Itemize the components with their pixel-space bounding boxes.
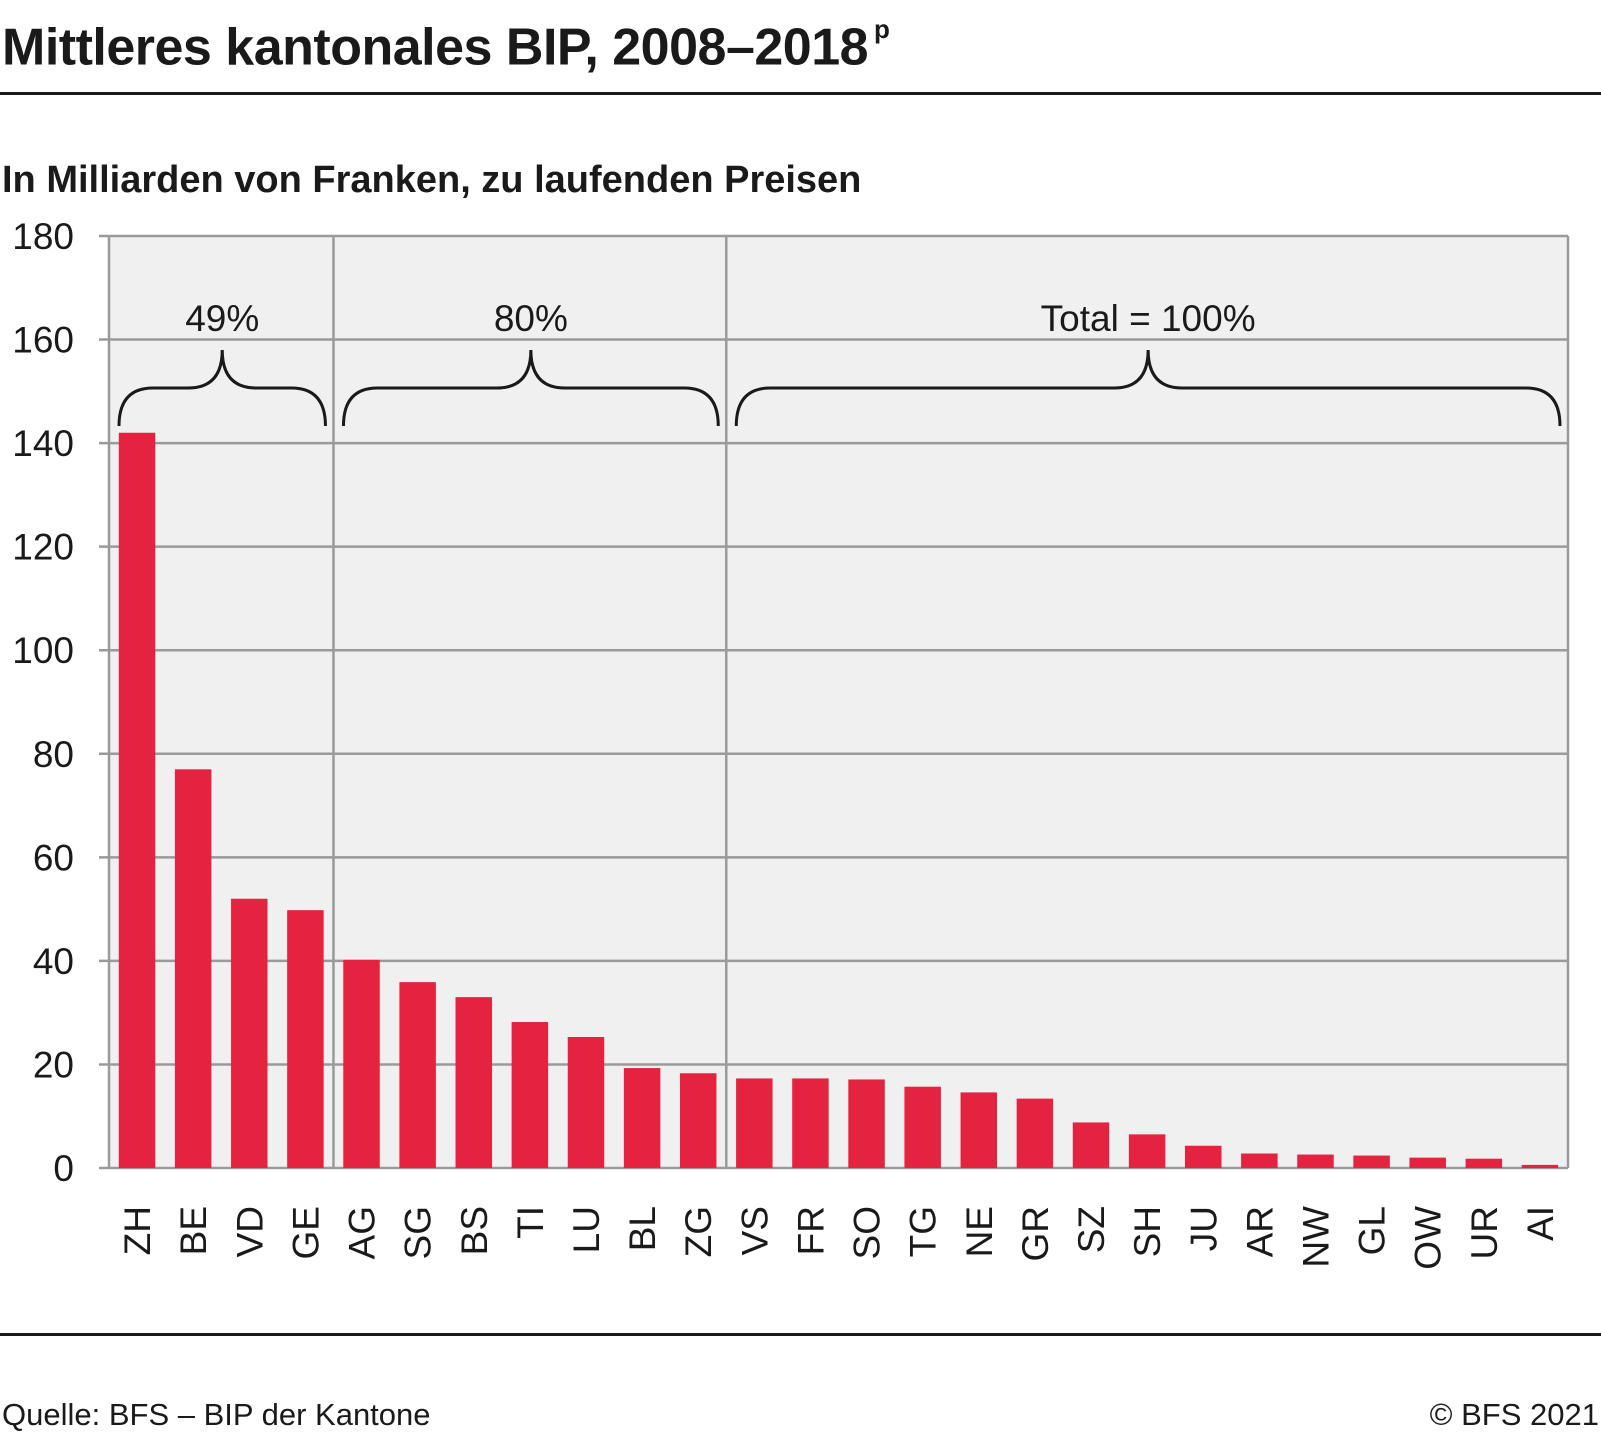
chart-title: Mittleres kantonales BIP, 2008–2018 p bbox=[2, 2, 890, 82]
x-tick-label: NE bbox=[959, 1206, 1000, 1257]
y-tick-label: 80 bbox=[33, 734, 74, 775]
bar-zh bbox=[118, 432, 156, 1168]
x-tick-label: SG bbox=[398, 1206, 439, 1259]
bar-so bbox=[848, 1079, 885, 1168]
x-tick-label: AR bbox=[1239, 1206, 1280, 1257]
bar-be bbox=[174, 769, 212, 1168]
group-share-label: 49% bbox=[185, 298, 259, 339]
y-tick-label: 160 bbox=[12, 320, 74, 361]
chart-title-text: Mittleres kantonales BIP, 2008–2018 bbox=[2, 18, 869, 77]
bar-ju bbox=[1185, 1145, 1222, 1168]
bar-ai bbox=[1521, 1164, 1559, 1168]
x-tick-label: SO bbox=[847, 1206, 888, 1259]
y-tick-label: 0 bbox=[53, 1148, 74, 1189]
bar-sz bbox=[1072, 1122, 1110, 1168]
group-brace bbox=[341, 349, 720, 427]
top-rule bbox=[0, 92, 1601, 95]
group-share-label: 80% bbox=[494, 298, 568, 339]
bar-nw bbox=[1297, 1154, 1334, 1168]
x-tick-label: AI bbox=[1520, 1206, 1561, 1241]
chart-subtitle: In Milliarden von Franken, zu laufenden … bbox=[2, 159, 862, 201]
y-tick-label: 60 bbox=[33, 837, 74, 878]
x-tick-label: VD bbox=[229, 1206, 270, 1257]
x-tick-label: GR bbox=[1015, 1206, 1056, 1262]
bar-ar bbox=[1241, 1153, 1278, 1168]
x-tick-label: UR bbox=[1464, 1206, 1505, 1259]
x-tick-label: AG bbox=[342, 1206, 383, 1259]
x-tick-label: OW bbox=[1408, 1206, 1449, 1270]
bar-ow bbox=[1409, 1157, 1446, 1168]
x-tick-label: SH bbox=[1127, 1206, 1168, 1257]
y-tick-label: 100 bbox=[12, 630, 74, 671]
x-tick-label: ZG bbox=[678, 1206, 719, 1257]
x-tick-label: ZH bbox=[117, 1206, 158, 1255]
bar-ge bbox=[287, 910, 324, 1168]
x-tick-label: SZ bbox=[1071, 1206, 1112, 1253]
x-tick-label: NW bbox=[1295, 1206, 1336, 1268]
bar-fr bbox=[792, 1078, 829, 1168]
y-tick-label: 20 bbox=[33, 1044, 74, 1085]
bar-sg bbox=[399, 982, 436, 1168]
group-brace bbox=[117, 349, 327, 427]
y-tick-label: 180 bbox=[12, 216, 74, 257]
bar-lu bbox=[567, 1037, 605, 1168]
bar-sh bbox=[1128, 1134, 1166, 1168]
bar-ag bbox=[343, 959, 380, 1168]
x-tick-label: BL bbox=[622, 1206, 663, 1251]
bar-vd bbox=[231, 898, 268, 1168]
x-tick-label: VS bbox=[734, 1206, 775, 1255]
bar-gr bbox=[1016, 1098, 1054, 1168]
x-tick-label: GL bbox=[1352, 1206, 1393, 1255]
x-tick-label: GE bbox=[285, 1206, 326, 1259]
y-tick-label: 40 bbox=[33, 941, 74, 982]
x-tick-label: BS bbox=[454, 1206, 495, 1255]
y-tick-label: 120 bbox=[12, 527, 74, 568]
bar-gl bbox=[1353, 1155, 1390, 1168]
bar-ne bbox=[960, 1092, 998, 1168]
bar-vs bbox=[736, 1078, 773, 1168]
x-tick-label: BE bbox=[173, 1206, 214, 1255]
chart-title-superscript: p bbox=[874, 14, 890, 44]
x-tick-label: JU bbox=[1183, 1206, 1224, 1251]
bar-ti bbox=[511, 1021, 549, 1168]
source-note: Quelle: BFS – BIP der Kantone bbox=[2, 1397, 431, 1432]
group-brace bbox=[734, 349, 1562, 427]
y-tick-label: 140 bbox=[12, 423, 74, 464]
plot-background bbox=[109, 236, 1568, 1168]
bar-chart: 0 20 40 60 80 100 120 140 160 180 ZH BE VD GE AG SG BS TI… bbox=[12, 216, 1570, 1270]
bar-tg bbox=[904, 1086, 941, 1168]
copyright-note: © BFS 2021 bbox=[1429, 1397, 1599, 1432]
x-tick-label: FR bbox=[790, 1206, 831, 1255]
x-tick-label: TI bbox=[510, 1206, 551, 1239]
group-share-label: Total = 100% bbox=[1041, 298, 1256, 339]
x-tick-label: LU bbox=[566, 1206, 607, 1253]
bar-bl bbox=[623, 1068, 661, 1168]
bar-ur bbox=[1465, 1158, 1503, 1168]
x-tick-label: TG bbox=[903, 1206, 944, 1257]
bar-zg bbox=[679, 1073, 717, 1168]
bottom-rule bbox=[0, 1333, 1601, 1336]
bar-bs bbox=[455, 997, 492, 1168]
